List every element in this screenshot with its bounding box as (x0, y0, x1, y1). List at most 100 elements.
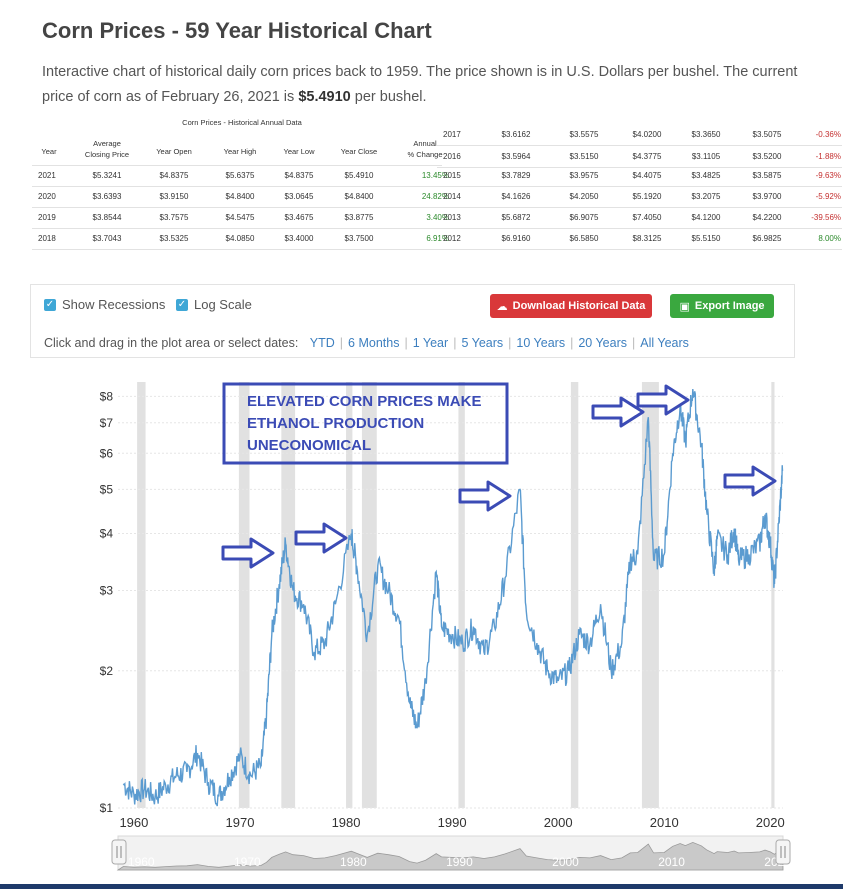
navigator-tick-label: 1970 (234, 855, 261, 869)
x-tick-label: 1960 (119, 815, 148, 830)
table-cell: $3.5875 (752, 171, 782, 180)
table-row-divider (437, 228, 842, 229)
y-tick-label: $4 (100, 527, 114, 541)
navigator-handle-right[interactable] (775, 839, 791, 865)
checkbox-checked-icon[interactable]: ✓ (44, 298, 56, 311)
arrow-icon (591, 396, 645, 428)
range-link-ytd[interactable]: YTD (309, 336, 335, 350)
arrow-icon (636, 384, 690, 416)
x-tick-label: 2000 (544, 815, 573, 830)
table-header: Year Low (283, 147, 315, 156)
table-cell: $4.5475 (225, 213, 255, 222)
desc-unit: per bushel. (350, 89, 427, 105)
table-cell: $4.2200 (752, 213, 782, 222)
table-header: Average Closing Price (84, 139, 130, 159)
download-label: Download Historical Data (512, 300, 646, 312)
arrow-icon (723, 465, 777, 497)
table-header-divider (32, 165, 442, 166)
table-cell: $6.5850 (569, 234, 599, 243)
table-cell: $3.2075 (691, 192, 721, 201)
range-link-1-year[interactable]: 1 Year (412, 336, 449, 350)
arrow-icon (458, 480, 512, 512)
show-recessions-toggle[interactable]: ✓ Show Recessions (44, 297, 165, 312)
navigator-handle-left[interactable] (111, 839, 127, 865)
table-cell: $4.1626 (501, 192, 531, 201)
series-line[interactable] (122, 388, 784, 807)
x-tick-label: 1990 (438, 815, 467, 830)
table-cell: $6.9160 (501, 234, 531, 243)
table-cell: 2019 (38, 213, 56, 222)
table-row-divider (437, 145, 842, 146)
table-cell: 2012 (443, 234, 461, 243)
table-cell: $3.5575 (569, 130, 599, 139)
table-cell: $5.6375 (225, 171, 255, 180)
table-header: Year Close (340, 147, 378, 156)
chart-controls: ✓ Show Recessions ✓ Log Scale ☁ Download… (30, 284, 795, 358)
table-cell: $3.4675 (284, 213, 314, 222)
image-icon: ▣ (679, 300, 690, 313)
log-scale-toggle[interactable]: ✓ Log Scale (176, 297, 252, 312)
table-cell: $3.6162 (501, 130, 531, 139)
table-cell: 2021 (38, 171, 56, 180)
table-cell: $4.8400 (225, 192, 255, 201)
navigator-tick-label: 2010 (658, 855, 685, 869)
table-cell: $3.9150 (159, 192, 189, 201)
export-label: Export Image (694, 300, 765, 312)
show-recessions-label: Show Recessions (62, 297, 166, 312)
recession-band (361, 382, 377, 808)
table-cell: $4.0850 (225, 234, 255, 243)
navigator-tick-label: 2000 (552, 855, 579, 869)
table-cell: $3.8775 (344, 213, 374, 222)
page-bottom-bar (0, 884, 843, 889)
table-cell: 2013 (443, 213, 461, 222)
annotation-text: ELEVATED CORN PRICES MAKE (247, 393, 481, 410)
table-cell: $5.6872 (501, 213, 531, 222)
table-row-divider (32, 249, 442, 250)
table-row-divider (32, 228, 442, 229)
page-title: Corn Prices - 59 Year Historical Chart (42, 18, 432, 43)
y-tick-label: $5 (100, 482, 114, 496)
recession-band (641, 382, 659, 808)
table-cell: 3.40% (426, 213, 449, 222)
export-image-button[interactable]: ▣ Export Image (670, 294, 774, 318)
y-tick-label: $8 (100, 389, 114, 403)
table-cell: $3.7829 (501, 171, 531, 180)
range-separator: | (404, 336, 408, 350)
x-tick-label: 2020 (756, 815, 785, 830)
table-cell: 6.91% (426, 234, 449, 243)
table-cell: 2017 (443, 130, 461, 139)
range-link-20-years[interactable]: 20 Years (578, 336, 627, 350)
y-tick-label: $1 (100, 801, 114, 815)
x-tick-label: 1970 (226, 815, 255, 830)
annotation-text: ETHANOL PRODUCTION (247, 415, 424, 432)
download-data-button[interactable]: ☁ Download Historical Data (490, 294, 652, 318)
recession-band (771, 382, 775, 808)
table-cell: $5.5150 (691, 234, 721, 243)
table-cell: $3.5200 (752, 152, 782, 161)
range-link-5-years[interactable]: 5 Years (461, 336, 504, 350)
range-separator: | (453, 336, 457, 350)
download-icon: ☁ (496, 300, 508, 313)
navigator-tick-label: 1990 (446, 855, 473, 869)
table-cell: $3.9700 (752, 192, 782, 201)
table-cell: $3.5325 (159, 234, 189, 243)
table-cell: 2015 (443, 171, 461, 180)
range-separator: | (632, 336, 636, 350)
range-link-6-months[interactable]: 6 Months (348, 336, 400, 350)
table-cell: $8.3125 (632, 234, 662, 243)
table-cell: $5.4910 (344, 171, 374, 180)
range-link-10-years[interactable]: 10 Years (516, 336, 566, 350)
table-row-divider (437, 249, 842, 250)
table-cell: $5.3241 (92, 171, 122, 180)
x-tick-label: 2010 (650, 815, 679, 830)
table-cell: $3.5964 (501, 152, 531, 161)
y-tick-label: $3 (100, 583, 114, 597)
annotation-box (222, 382, 509, 465)
arrow-icon (294, 522, 348, 554)
range-separator: | (339, 336, 344, 350)
recession-band (137, 382, 146, 808)
table-cell: $4.8375 (284, 171, 314, 180)
checkbox-checked-icon[interactable]: ✓ (176, 298, 188, 311)
range-link-all-years[interactable]: All Years (640, 336, 689, 350)
